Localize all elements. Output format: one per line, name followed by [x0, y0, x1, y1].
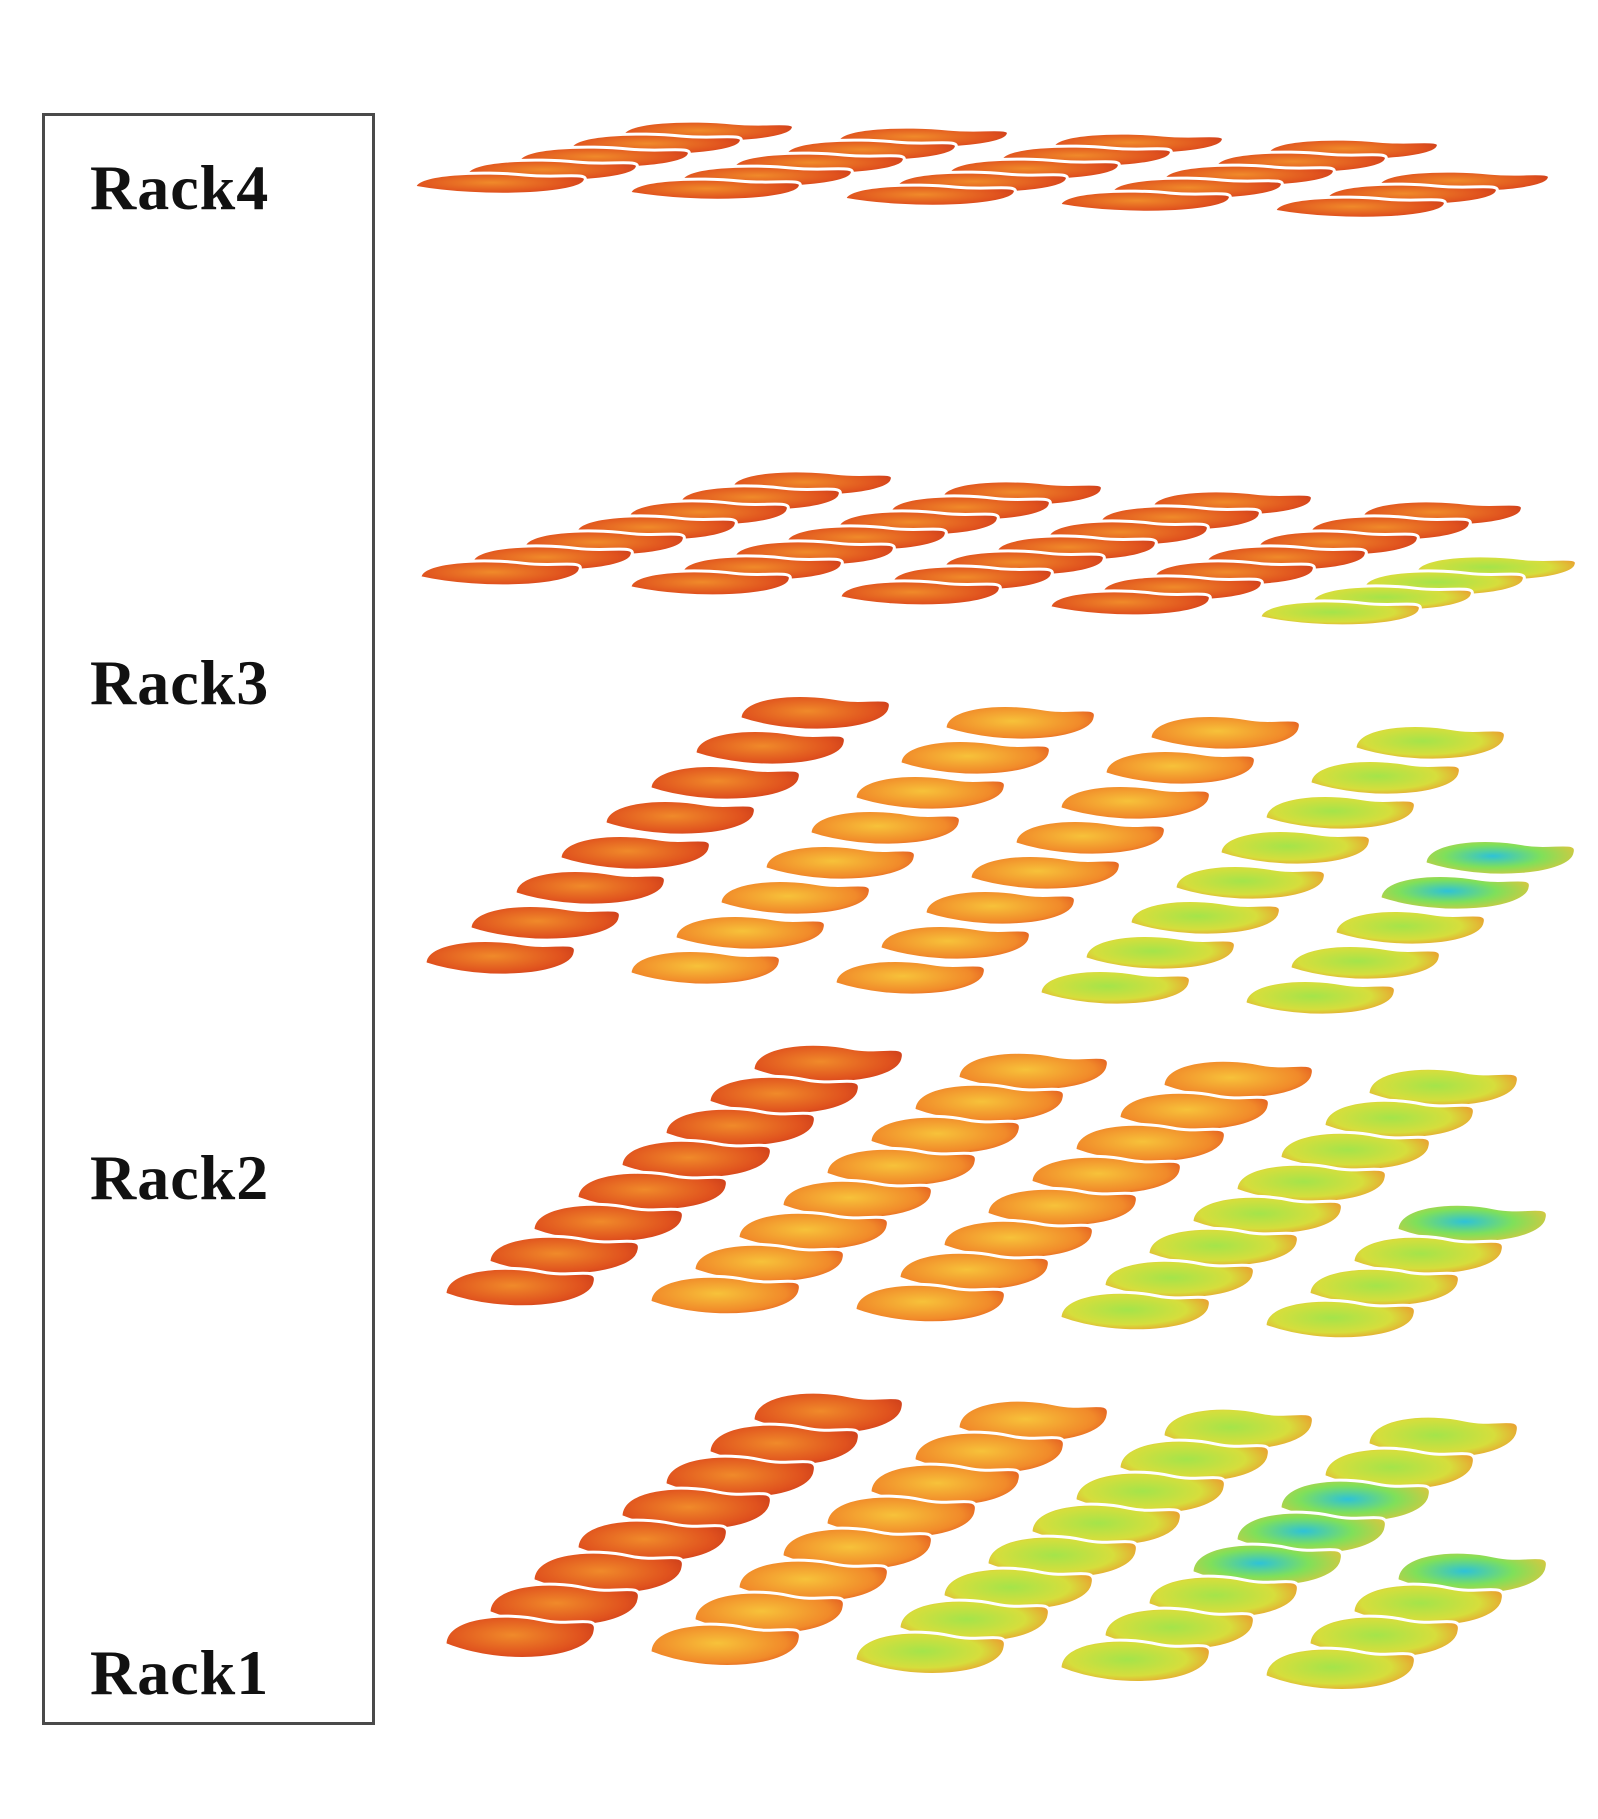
blade — [1333, 909, 1487, 947]
blade — [923, 889, 1077, 927]
blade — [1058, 1290, 1212, 1333]
blade — [1218, 829, 1372, 867]
blade — [1103, 749, 1257, 787]
blade — [1263, 794, 1417, 832]
blade — [1258, 599, 1422, 628]
blade — [1058, 189, 1232, 214]
blade — [878, 924, 1032, 962]
blade — [468, 904, 622, 942]
blade — [1148, 714, 1302, 752]
blade — [853, 774, 1007, 812]
blade — [833, 959, 987, 997]
blade — [628, 177, 802, 202]
blade — [898, 739, 1052, 777]
blade — [628, 949, 782, 987]
blade — [1243, 979, 1397, 1017]
blade — [1083, 934, 1237, 972]
blade — [1173, 864, 1327, 902]
blade — [648, 1274, 802, 1317]
blade — [1288, 944, 1442, 982]
blade — [513, 869, 667, 907]
rack1-label: Rack1 — [90, 1637, 270, 1708]
blade — [943, 704, 1097, 742]
blade — [1038, 969, 1192, 1007]
blade — [693, 729, 847, 767]
blade — [1273, 195, 1447, 220]
blade — [648, 764, 802, 802]
blade — [648, 1622, 802, 1668]
blade — [738, 694, 892, 732]
blade — [838, 579, 1002, 608]
blade — [443, 1614, 597, 1660]
blade — [718, 879, 872, 917]
blade — [968, 854, 1122, 892]
rack4-label: Rack4 — [90, 152, 270, 223]
blade — [558, 834, 712, 872]
blade — [763, 844, 917, 882]
rack2-label: Rack2 — [90, 1142, 270, 1213]
blade — [1048, 589, 1212, 618]
blade — [853, 1630, 1007, 1676]
blade — [1263, 1298, 1417, 1341]
blade — [603, 799, 757, 837]
blade — [628, 569, 792, 598]
blade — [1378, 874, 1532, 912]
blade — [443, 1266, 597, 1309]
blade — [1308, 759, 1462, 797]
blade — [1013, 819, 1167, 857]
blade — [1058, 1638, 1212, 1684]
blade — [1058, 784, 1212, 822]
rack3-label: Rack3 — [90, 647, 270, 718]
blade — [413, 171, 587, 196]
blade — [1128, 899, 1282, 937]
blade — [1423, 839, 1577, 877]
blade — [843, 183, 1017, 208]
blade — [673, 914, 827, 952]
blade — [1353, 724, 1507, 762]
blade — [808, 809, 962, 847]
blade — [418, 559, 582, 588]
blade-field — [413, 119, 1578, 1692]
rack-label-panel: Rack4 Rack3 Rack2 Rack1 — [42, 113, 375, 1725]
blade — [1263, 1646, 1417, 1692]
blade — [853, 1282, 1007, 1325]
blade — [423, 939, 577, 977]
